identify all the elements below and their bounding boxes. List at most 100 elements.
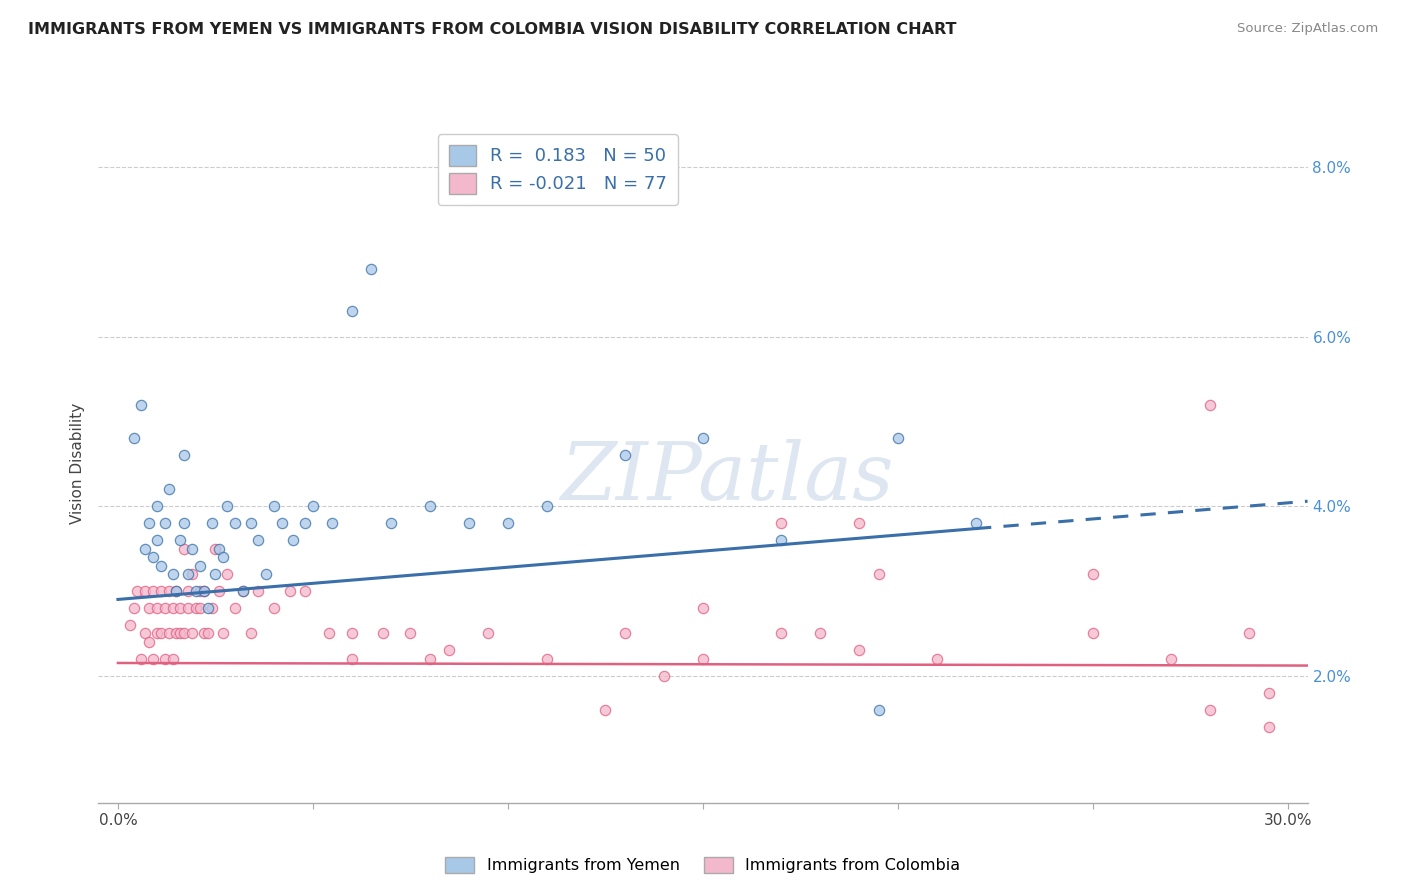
Point: [165, 626, 187, 640]
Point: [212, 549, 235, 565]
Point: [247, 584, 270, 599]
Point: [614, 626, 637, 640]
Point: [193, 584, 215, 599]
Point: [146, 533, 169, 548]
Point: [177, 601, 200, 615]
Point: [134, 626, 156, 640]
Point: [536, 500, 558, 514]
Point: [200, 516, 222, 530]
Point: [188, 558, 211, 573]
Point: [208, 541, 231, 556]
Point: [162, 567, 184, 582]
Point: [769, 533, 792, 548]
Point: [173, 449, 195, 463]
Point: [162, 601, 184, 615]
Point: [153, 601, 176, 615]
Point: [769, 516, 792, 530]
Point: [212, 626, 235, 640]
Point: [157, 584, 180, 599]
Point: [153, 651, 176, 665]
Point: [595, 703, 617, 717]
Point: [138, 601, 160, 615]
Point: [177, 584, 200, 599]
Point: [1160, 651, 1182, 665]
Point: [173, 541, 195, 556]
Point: [614, 449, 637, 463]
Point: [184, 584, 207, 599]
Point: [239, 626, 262, 640]
Point: [263, 601, 285, 615]
Point: [1257, 719, 1279, 733]
Point: [270, 516, 292, 530]
Point: [263, 500, 285, 514]
Point: [118, 617, 141, 632]
Point: [165, 584, 187, 599]
Point: [321, 516, 343, 530]
Point: [131, 398, 153, 412]
Point: [122, 432, 145, 446]
Point: [142, 651, 165, 665]
Point: [419, 500, 441, 514]
Point: [1081, 567, 1104, 582]
Point: [887, 432, 910, 446]
Legend: Immigrants from Yemen, Immigrants from Colombia: Immigrants from Yemen, Immigrants from C…: [439, 850, 967, 880]
Point: [157, 483, 180, 497]
Point: [181, 626, 204, 640]
Point: [149, 558, 172, 573]
Text: Source: ZipAtlas.com: Source: ZipAtlas.com: [1237, 22, 1378, 36]
Point: [652, 669, 675, 683]
Point: [458, 516, 481, 530]
Point: [1199, 398, 1222, 412]
Point: [380, 516, 402, 530]
Point: [142, 549, 165, 565]
Point: [131, 651, 153, 665]
Y-axis label: Vision Disability: Vision Disability: [70, 403, 86, 524]
Point: [1199, 703, 1222, 717]
Point: [169, 601, 191, 615]
Point: [254, 567, 277, 582]
Point: [232, 584, 254, 599]
Point: [153, 516, 176, 530]
Point: [204, 567, 226, 582]
Point: [217, 500, 239, 514]
Text: IMMIGRANTS FROM YEMEN VS IMMIGRANTS FROM COLOMBIA VISION DISABILITY CORRELATION : IMMIGRANTS FROM YEMEN VS IMMIGRANTS FROM…: [28, 22, 956, 37]
Point: [399, 626, 422, 640]
Point: [318, 626, 340, 640]
Point: [162, 651, 184, 665]
Point: [439, 643, 461, 657]
Point: [848, 643, 870, 657]
Point: [536, 651, 558, 665]
Point: [193, 584, 215, 599]
Point: [169, 626, 191, 640]
Point: [496, 516, 519, 530]
Point: [204, 541, 226, 556]
Point: [149, 584, 172, 599]
Point: [173, 516, 195, 530]
Point: [134, 584, 156, 599]
Point: [146, 626, 169, 640]
Point: [173, 626, 195, 640]
Point: [157, 626, 180, 640]
Point: [692, 651, 714, 665]
Point: [692, 432, 714, 446]
Point: [208, 584, 231, 599]
Point: [278, 584, 301, 599]
Point: [181, 567, 204, 582]
Point: [868, 703, 890, 717]
Point: [134, 541, 156, 556]
Point: [197, 601, 219, 615]
Point: [165, 584, 187, 599]
Legend: R =  0.183   N = 50, R = -0.021   N = 77: R = 0.183 N = 50, R = -0.021 N = 77: [437, 134, 678, 204]
Point: [360, 262, 382, 277]
Point: [188, 601, 211, 615]
Point: [294, 516, 316, 530]
Point: [283, 533, 305, 548]
Point: [169, 533, 191, 548]
Point: [188, 584, 211, 599]
Point: [692, 601, 714, 615]
Point: [925, 651, 948, 665]
Point: [177, 567, 200, 582]
Point: [1237, 626, 1260, 640]
Point: [149, 626, 172, 640]
Point: [146, 500, 169, 514]
